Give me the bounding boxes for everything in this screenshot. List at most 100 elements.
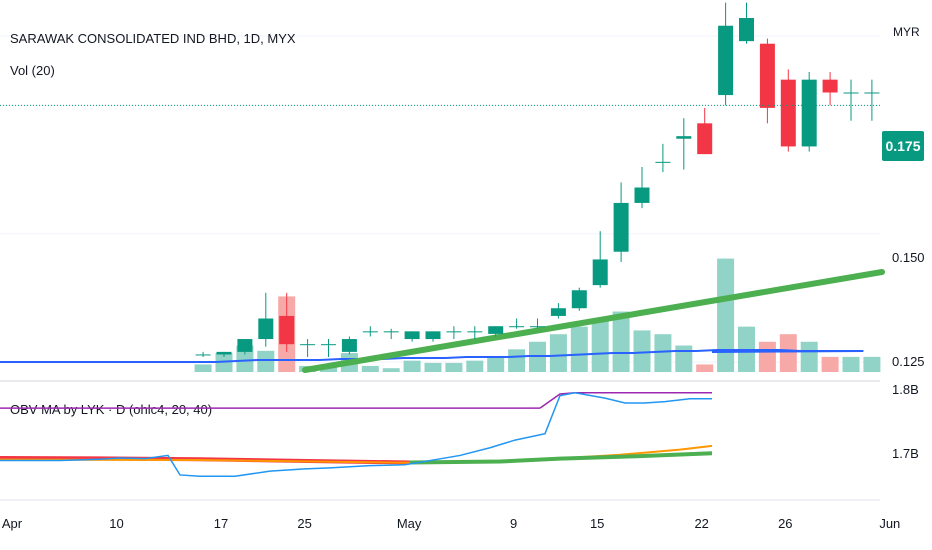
volume-bar: [403, 360, 421, 372]
time-axis: Apr 10 17 25 May 9 15 22 26 Jun: [2, 516, 900, 531]
candle: [237, 339, 253, 355]
candle: [550, 303, 566, 319]
candle: [571, 287, 587, 311]
candle-body: [195, 354, 211, 356]
candle: [404, 331, 420, 342]
volume-ma-line: [0, 349, 864, 363]
x-tick-label: 25: [297, 516, 311, 531]
candle-body: [467, 331, 483, 333]
candle: [195, 351, 211, 358]
candle: [780, 69, 796, 152]
candle: [341, 336, 357, 355]
candle: [488, 326, 504, 337]
x-tick-label: 26: [778, 516, 792, 531]
grid-lines: [0, 35, 880, 363]
volume-bar: [654, 334, 672, 372]
candle: [446, 326, 462, 340]
candle: [843, 79, 859, 121]
candle-body: [300, 344, 316, 346]
candle-body: [801, 79, 817, 147]
candle: [467, 326, 483, 340]
x-tick-label: May: [397, 516, 422, 531]
x-tick-label: 10: [109, 516, 123, 531]
candle-body: [425, 331, 441, 340]
candle-body: [404, 331, 420, 340]
price-tick-0125: 0.125: [892, 354, 925, 369]
x-tick-label: Apr: [2, 516, 23, 531]
candle: [279, 292, 295, 352]
candle: [362, 326, 378, 337]
candle-body: [216, 351, 232, 355]
trend-line[interactable]: [302, 269, 885, 373]
volume-bar: [466, 360, 484, 372]
volume-bar: [696, 364, 714, 372]
candle-body: [864, 92, 880, 94]
candle-body: [613, 202, 629, 252]
candle-body: [321, 344, 336, 346]
candle: [530, 318, 545, 329]
x-tick-label: 9: [510, 516, 517, 531]
volume-bar: [591, 319, 609, 372]
volume-bar: [779, 334, 797, 372]
candle-body: [676, 136, 692, 139]
candle: [509, 318, 525, 329]
candle-body: [759, 43, 775, 108]
obv-tick-17b: 1.7B: [892, 446, 919, 461]
obv-indicator-label: OBV MA by LYK · D (ohlc4, 20, 40): [10, 402, 212, 417]
volume-bar: [508, 349, 526, 372]
candle: [321, 339, 336, 358]
candle-body: [634, 187, 650, 203]
candles: [195, 2, 880, 358]
x-tick-label: 22: [694, 516, 708, 531]
volume-bar: [445, 362, 463, 372]
volume-bar: [842, 356, 860, 372]
chart-title: SARAWAK CONSOLIDATED IND BHD, 1D, MYX: [10, 31, 296, 46]
candle: [592, 231, 608, 288]
currency-label: MYR: [893, 25, 920, 39]
candle-body: [362, 331, 378, 333]
volume-bar: [549, 334, 567, 372]
candle-body: [571, 290, 587, 309]
volume-bars: [194, 258, 881, 372]
candle-body: [237, 339, 253, 352]
candle-body: [697, 123, 713, 155]
volume-bar: [758, 341, 776, 372]
volume-bar: [487, 356, 505, 372]
candle: [383, 328, 399, 340]
candle: [801, 71, 817, 152]
candle-body: [822, 79, 838, 93]
candle: [425, 331, 441, 342]
candle: [655, 143, 671, 173]
x-tick-label: 15: [590, 516, 604, 531]
candle-body: [279, 315, 295, 345]
candle-body: [530, 326, 545, 328]
candle-body: [446, 331, 462, 333]
candle: [300, 339, 316, 358]
volume-bar: [382, 368, 400, 372]
obv-line: [0, 391, 712, 477]
obv-ma-long-line: [409, 451, 713, 465]
volume-bar: [675, 345, 693, 372]
volume-bar: [821, 356, 839, 372]
volume-bar: [236, 345, 254, 372]
price-tick-0150: 0.150: [892, 250, 925, 265]
volume-bar: [633, 330, 651, 372]
candle: [864, 79, 880, 121]
candle-body: [739, 18, 754, 42]
candle: [634, 166, 650, 209]
volume-bar: [800, 341, 818, 372]
candle-body: [655, 161, 671, 163]
candle-body: [780, 79, 796, 147]
x-tick-label: 17: [214, 516, 228, 531]
volume-bar: [194, 364, 212, 372]
candle: [216, 351, 232, 358]
candle-body: [258, 318, 274, 340]
candle: [759, 38, 775, 124]
volume-bar: [424, 362, 442, 372]
candle: [718, 2, 734, 106]
candle: [613, 182, 629, 262]
volume-bar: [612, 311, 630, 372]
candle: [676, 118, 692, 170]
x-tick-label: Jun: [879, 516, 900, 531]
